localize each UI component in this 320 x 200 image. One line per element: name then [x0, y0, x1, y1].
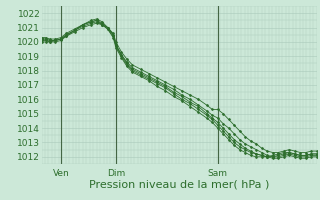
X-axis label: Pression niveau de la mer( hPa ): Pression niveau de la mer( hPa ): [89, 179, 269, 189]
